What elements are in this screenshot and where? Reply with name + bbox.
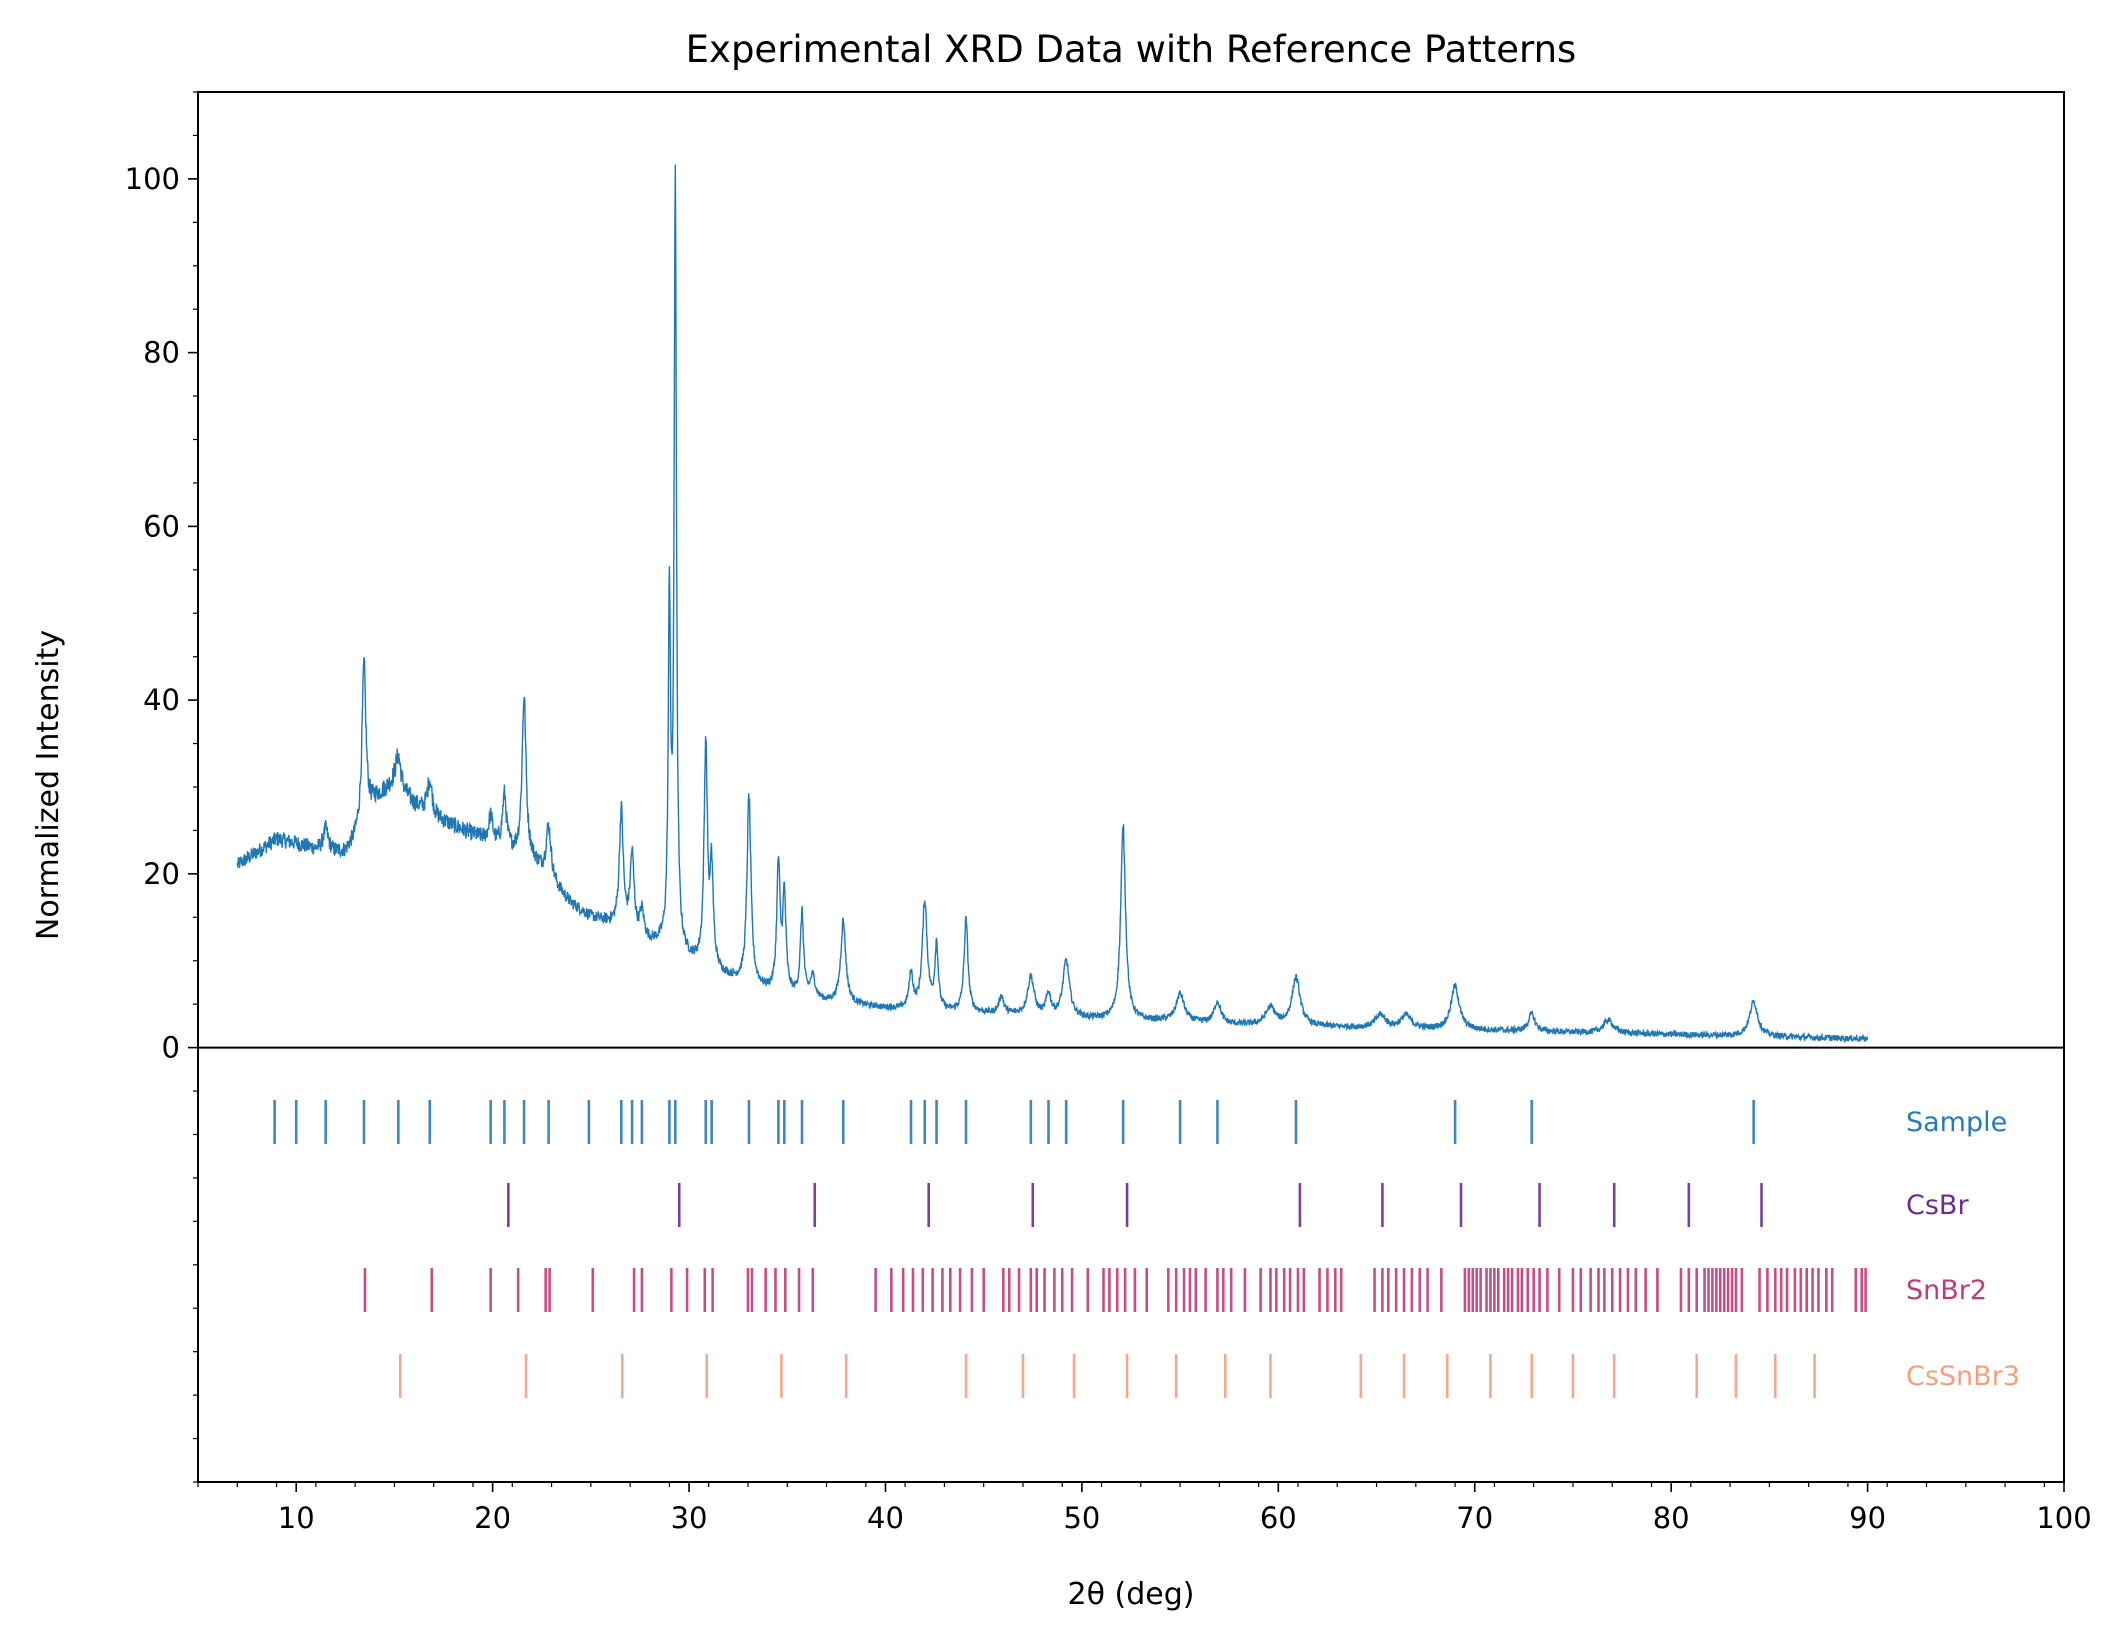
x-tick-label: 90 xyxy=(1849,1501,1886,1535)
xrd-curve xyxy=(236,164,1869,1044)
reference-label-sample: Sample xyxy=(1906,1107,2007,1138)
reference-label-csbr: CsBr xyxy=(1906,1190,1969,1221)
x-tick-label: 40 xyxy=(867,1501,904,1535)
reference-label-snbr2: SnBr2 xyxy=(1906,1275,1987,1306)
reference-label-cssnbr3: CsSnBr3 xyxy=(1906,1361,2020,1392)
x-tick-label: 70 xyxy=(1456,1501,1493,1535)
y-tick-label: 60 xyxy=(143,509,180,543)
y-tick-label: 80 xyxy=(143,336,180,370)
x-tick-label: 20 xyxy=(474,1501,511,1535)
y-tick-label: 100 xyxy=(125,162,180,196)
x-tick-label: 80 xyxy=(1653,1501,1690,1535)
x-tick-label: 100 xyxy=(2036,1501,2091,1535)
plot-area: 10 20 30 40 50 60 70 80 90 100 0 20 40 60 80 100 Sample C… xyxy=(125,91,2092,1535)
y-tick-label: 0 xyxy=(162,1031,180,1065)
x-axis-label: 2θ (deg) xyxy=(1068,1577,1195,1612)
x-tick-label: 50 xyxy=(1063,1501,1100,1535)
y-tick-label: 40 xyxy=(143,683,180,717)
chart-title: Experimental XRD Data with Reference Pat… xyxy=(686,28,1577,71)
y-axis-label: Normalized Intensity xyxy=(31,630,66,940)
x-tick-label: 10 xyxy=(278,1501,315,1535)
y-tick-label: 20 xyxy=(143,857,180,891)
x-tick-label: 60 xyxy=(1260,1501,1297,1535)
x-tick-label: 30 xyxy=(671,1501,708,1535)
